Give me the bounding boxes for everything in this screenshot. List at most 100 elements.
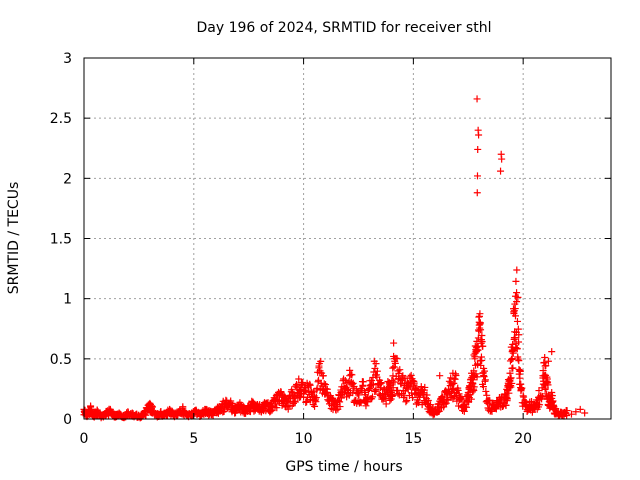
data-point (514, 325, 522, 333)
data-point (332, 406, 340, 414)
data-point (395, 369, 403, 377)
data-point (572, 408, 580, 416)
data-point (408, 394, 416, 402)
data-point (407, 371, 415, 379)
data-point (476, 320, 484, 328)
data-point (443, 396, 451, 404)
data-point (373, 367, 381, 375)
x-tick-label: 15 (404, 431, 422, 447)
data-point (473, 189, 481, 197)
data-point (142, 411, 150, 419)
data-point (478, 332, 486, 340)
data-point (340, 375, 348, 383)
chart-title: Day 196 of 2024, SRMTID for receiver sth… (197, 20, 492, 36)
data-point (477, 361, 485, 369)
x-tick-label: 0 (80, 431, 89, 447)
data-point (481, 376, 489, 384)
data-point (376, 380, 384, 388)
data-point (541, 353, 549, 361)
data-point (227, 397, 235, 405)
data-point (511, 305, 519, 313)
data-point (346, 366, 354, 374)
data-point (370, 357, 378, 365)
data-point (511, 312, 519, 320)
data-point (502, 401, 510, 409)
data-point (413, 384, 421, 392)
data-point (482, 387, 490, 395)
data-point (509, 364, 517, 372)
data-point (503, 395, 511, 403)
data-point (388, 376, 396, 384)
data-point (542, 362, 550, 370)
data-point (295, 375, 303, 383)
data-point (513, 317, 521, 325)
data-point (514, 293, 522, 301)
data-point (475, 131, 483, 139)
x-tick-label: 10 (295, 431, 313, 447)
data-point (299, 378, 307, 386)
data-point (451, 375, 459, 383)
data-point (264, 399, 272, 407)
data-point (323, 385, 331, 393)
y-tick-label: 1 (63, 292, 72, 308)
data-point (149, 403, 157, 411)
data-point (508, 356, 516, 364)
data-point (567, 410, 575, 418)
y-axis-label: SRMTID / TECUs (6, 182, 22, 295)
data-point (548, 348, 556, 356)
data-point (473, 373, 481, 381)
data-point (472, 370, 480, 378)
data-point (364, 398, 372, 406)
y-tick-label: 1.5 (50, 232, 72, 248)
data-point (372, 386, 380, 394)
data-point (452, 371, 460, 379)
y-tick-label: 3 (63, 51, 72, 67)
data-point (421, 383, 429, 391)
data-point (402, 398, 410, 406)
data-point (473, 172, 481, 180)
data-point (371, 387, 379, 395)
data-point (563, 411, 571, 419)
data-point (441, 400, 449, 408)
data-point (454, 386, 462, 394)
data-point (463, 403, 471, 411)
data-point (450, 379, 458, 387)
data-point (393, 355, 401, 363)
data-point (397, 380, 405, 388)
x-axis-label: GPS time / hours (285, 459, 402, 475)
data-point (389, 364, 397, 372)
data-point (473, 347, 481, 355)
data-point (362, 402, 370, 410)
data-point (451, 392, 459, 400)
data-point (544, 381, 552, 389)
data-point (390, 339, 398, 347)
data-point (539, 367, 547, 375)
data-point (517, 380, 525, 388)
data-point (513, 298, 521, 306)
data-point (179, 403, 187, 411)
x-tick-label: 5 (189, 431, 198, 447)
data-points (80, 95, 589, 422)
data-point (535, 401, 543, 409)
data-point (460, 407, 468, 415)
data-point (513, 266, 521, 274)
data-point (473, 95, 481, 103)
data-point (516, 374, 524, 382)
data-point (507, 383, 515, 391)
data-point (382, 400, 390, 408)
data-point (273, 404, 281, 412)
data-point (222, 396, 230, 404)
data-point (391, 378, 399, 386)
data-point (544, 357, 552, 365)
data-point (576, 405, 584, 413)
data-point (220, 407, 228, 415)
data-point (436, 372, 444, 380)
data-point (389, 392, 397, 400)
data-point (317, 357, 325, 365)
x-tick-label: 20 (514, 431, 532, 447)
data-point (396, 366, 404, 374)
data-point (306, 380, 314, 388)
data-point (515, 338, 523, 346)
data-point (548, 392, 556, 400)
data-point (359, 378, 367, 386)
